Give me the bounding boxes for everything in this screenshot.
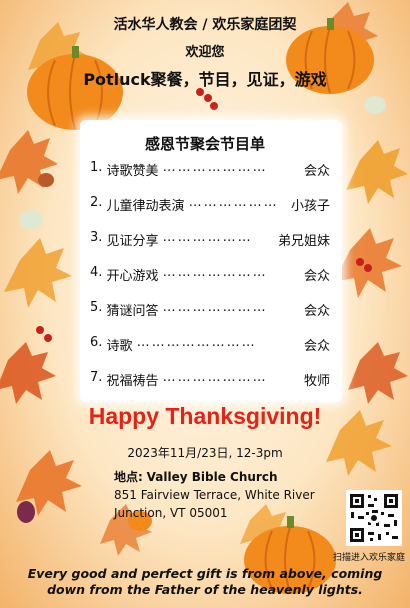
program-item-dots: …………………: [162, 300, 268, 315]
program-item-performer: 牧师: [303, 374, 330, 389]
program-item-number: 2.: [90, 195, 103, 210]
program-panel: [80, 120, 342, 402]
qr-code-pattern: [348, 492, 400, 544]
happy-thanksgiving-heading: Happy Thanksgiving!: [88, 403, 322, 429]
church-name: 活水华人教会 / 欢乐家庭团契: [113, 17, 297, 33]
program-item: 1. 诗歌赞美 ………………… 会众: [90, 160, 330, 195]
program-item: 3. 见证分享 ……………… 弟兄姐妹: [90, 230, 330, 265]
venue-name: Valley Bible Church: [146, 470, 278, 484]
activities-headline: Potluck聚餐，节目，见证，游戏: [83, 70, 327, 89]
program-item-dots: …………………: [162, 370, 268, 385]
program-item-number: 1.: [90, 160, 103, 175]
program-item: 5. 猜谜问答 ………………… 会众: [90, 300, 330, 335]
location-label: 地点:: [114, 470, 143, 484]
program-item-dots: …………………: [162, 160, 268, 175]
program-item-label: 开心游戏: [106, 269, 159, 284]
program-item-performer: 弟兄姐妹: [277, 234, 330, 249]
program-item-performer: 会众: [303, 269, 330, 284]
program-item-performer: 会众: [303, 304, 330, 319]
program-item-number: 7.: [90, 370, 103, 385]
program-item-performer: 会众: [303, 339, 330, 354]
program-item-label: 见证分享: [106, 234, 159, 249]
program-item: 2. 儿童律动表演 ……………… 小孩子: [90, 195, 330, 230]
address-line-1: 851 Fairview Terrace, White River: [114, 488, 315, 502]
program-list: 1. 诗歌赞美 ………………… 会众 2. 儿童律动表演 ……………… 小孩子 …: [90, 160, 330, 405]
event-location: 地点: Valley Bible Church 851 Fairview Ter…: [114, 468, 315, 522]
address-line-2: Junction, VT 05001: [114, 506, 228, 520]
program-item-number: 4.: [90, 265, 103, 280]
program-item-label: 儿童律动表演: [106, 199, 185, 214]
qr-code[interactable]: [346, 490, 402, 546]
program-item-number: 3.: [90, 230, 103, 245]
verse-line-1: Every good and perfect gift is from abov…: [27, 566, 383, 581]
program-item-dots: ……………………: [136, 335, 257, 350]
event-date: 2023年11月/23日, 12-3pm: [127, 446, 283, 460]
qr-caption: 扫描进入欢乐家庭: [332, 553, 405, 563]
program-item-dots: …………………: [162, 265, 268, 280]
program-item-label: 祝福祷告: [106, 374, 159, 389]
verse-line-2: down from the Father of the heavenly lig…: [47, 582, 363, 597]
program-item: 7. 祝福祷告 ………………… 牧师: [90, 370, 330, 405]
program-item: 6. 诗歌 …………………… 会众: [90, 335, 330, 370]
program-item-dots: ………………: [188, 195, 279, 210]
program-title: 感恩节聚会节目单: [144, 135, 265, 153]
program-item-dots: ………………: [162, 230, 253, 245]
program-item-number: 5.: [90, 300, 103, 315]
program-item: 4. 开心游戏 ………………… 会众: [90, 265, 330, 300]
program-item-label: 诗歌赞美: [106, 164, 159, 179]
program-item-label: 猜谜问答: [106, 304, 159, 319]
welcome-text: 欢迎您: [185, 45, 225, 60]
program-item-performer: 会众: [303, 164, 330, 179]
program-item-performer: 小孩子: [290, 199, 330, 214]
program-item-label: 诗歌: [106, 339, 133, 354]
bible-verse: Every good and perfect gift is from abov…: [0, 566, 410, 598]
program-item-number: 6.: [90, 335, 103, 350]
